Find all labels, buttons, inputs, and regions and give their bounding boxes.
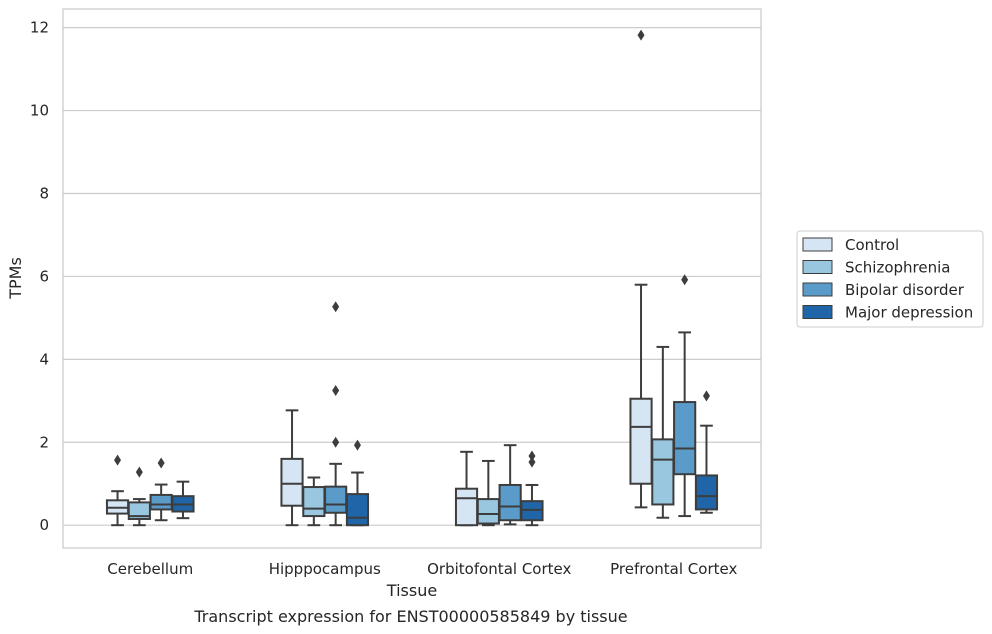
- box-group: [302, 476, 326, 527]
- x-tick-label: Cerebellum: [107, 560, 193, 578]
- y-tick-labels: 0 2 4 6 8 10 12: [30, 19, 49, 535]
- box-group: [476, 459, 500, 527]
- y-tick-label: 4: [39, 350, 49, 368]
- box-group: [694, 390, 719, 514]
- legend-label: Bipolar disorder: [845, 281, 965, 299]
- legend-label: Major depression: [845, 304, 973, 322]
- box-group: [673, 274, 697, 518]
- box: [324, 485, 348, 514]
- box-group: [105, 454, 130, 527]
- box: [651, 438, 675, 506]
- box: [127, 501, 151, 520]
- y-axis-title: TPMs: [6, 257, 25, 300]
- box-group: [629, 29, 653, 509]
- outlier-point: [637, 29, 645, 41]
- box-group: [280, 409, 304, 527]
- box: [673, 401, 697, 476]
- grid-lines: [63, 27, 761, 526]
- x-tick-label: Prefrontal Cortex: [610, 560, 737, 578]
- box-group: [454, 450, 479, 527]
- y-tick-label: 2: [39, 433, 49, 451]
- y-tick-label: 12: [30, 19, 49, 37]
- x-axis-title: Tissue: [386, 581, 437, 600]
- y-tick-label: 0: [39, 516, 49, 534]
- outlier-point: [681, 274, 689, 286]
- legend-swatch: [802, 282, 833, 297]
- legend-label: Control: [845, 236, 899, 254]
- box: [454, 487, 479, 527]
- box-group: [651, 345, 675, 519]
- outlier-point: [528, 456, 536, 468]
- x-tick-label: Orbitofontal Cortex: [427, 560, 571, 578]
- box: [280, 457, 304, 507]
- x-tick-labels: Cerebellum Hipppocampus Orbitofontal Corte…: [107, 560, 737, 578]
- legend-swatch: [802, 305, 833, 319]
- x-tick-label: Hipppocampus: [269, 560, 381, 578]
- outlier-point: [114, 454, 122, 466]
- box: [498, 483, 522, 522]
- legend-frame: [796, 230, 984, 328]
- box-group: [171, 480, 195, 520]
- plot-area: [62, 8, 762, 549]
- outlier-point: [332, 436, 340, 448]
- box: [345, 493, 370, 527]
- legend-swatch: [802, 237, 833, 252]
- figure-caption: Transcript expression for ENST0000058584…: [193, 607, 627, 626]
- box-group: [149, 457, 173, 522]
- outlier-point: [157, 457, 165, 469]
- box: [694, 474, 719, 511]
- box-group: [498, 444, 522, 526]
- outlier-point: [528, 450, 536, 462]
- box: [149, 493, 173, 511]
- box-group: [324, 301, 348, 527]
- box-group: [127, 466, 151, 527]
- legend-label: Schizophrenia: [845, 259, 950, 277]
- outlier-point: [332, 301, 340, 313]
- boxes: [105, 29, 719, 527]
- box: [302, 486, 326, 518]
- y-tick-label: 8: [39, 185, 49, 203]
- box: [629, 397, 653, 485]
- outlier-point: [332, 384, 340, 396]
- y-tick-label: 10: [30, 102, 49, 120]
- outlier-point: [353, 439, 361, 451]
- legend-swatch: [802, 260, 833, 274]
- outlier-point: [702, 390, 710, 402]
- box-group: [345, 439, 370, 527]
- legend: Control Schizophrenia Bipolar disorder Majo…: [796, 230, 984, 328]
- box: [476, 498, 500, 525]
- box-group: [520, 450, 544, 527]
- y-tick-label: 6: [39, 267, 49, 285]
- outlier-point: [135, 466, 143, 478]
